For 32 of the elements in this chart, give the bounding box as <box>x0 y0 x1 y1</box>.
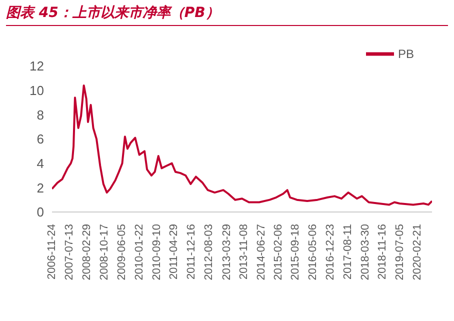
line-series <box>52 84 432 206</box>
x-tick-label: 2016-12-23 <box>324 224 336 280</box>
x-tick-label: 2009-06-05 <box>116 224 128 280</box>
x-tick-label: 2018-11-16 <box>376 224 389 280</box>
legend-label: PB <box>398 47 414 62</box>
x-tick-label: 2008-02-29 <box>80 224 93 280</box>
x-tick-label: 2011-04-29 <box>168 224 180 280</box>
chart-title: 图表 45：上市以来市净率（PB） <box>6 4 448 26</box>
y-tick-label: 10 <box>30 82 44 98</box>
x-tick-label: 2013-11-08 <box>238 224 250 280</box>
y-tick-label: 8 <box>36 107 44 122</box>
y-tick-label: 6 <box>36 132 44 147</box>
x-tick-label: 2014-06-27 <box>256 224 268 280</box>
x-tick-label: 2012-08-03 <box>203 224 216 280</box>
y-tick-label: 0 <box>36 204 44 220</box>
x-tick-label: 2010-09-10 <box>150 224 163 280</box>
x-tick-label: 2018-03-30 <box>359 224 372 280</box>
y-tick-label: 2 <box>36 180 44 196</box>
y-tick-label: 4 <box>36 156 44 171</box>
x-tick-label: 2016-05-06 <box>306 224 319 280</box>
x-tick-label: 2006-11-24 <box>46 224 58 280</box>
x-tick-label: 2015-02-06 <box>272 224 284 280</box>
x-tick-label: 2013-03-29 <box>221 224 234 280</box>
x-tick-label: 2020-02-21 <box>412 224 424 280</box>
x-tick-label: 2010-01-22 <box>133 224 146 280</box>
x-tick-label: 2007-07-13 <box>63 224 76 280</box>
y-tick-label: 12 <box>30 58 44 74</box>
x-tick-label: 2011-12-16 <box>186 224 198 280</box>
x-tick-label: 2019-07-05 <box>394 224 406 280</box>
x-tick-label: 2017-08-11 <box>342 224 354 280</box>
x-tick-label: 2008-10-17 <box>98 224 110 280</box>
x-tick-label: 2015-09-18 <box>289 224 302 280</box>
